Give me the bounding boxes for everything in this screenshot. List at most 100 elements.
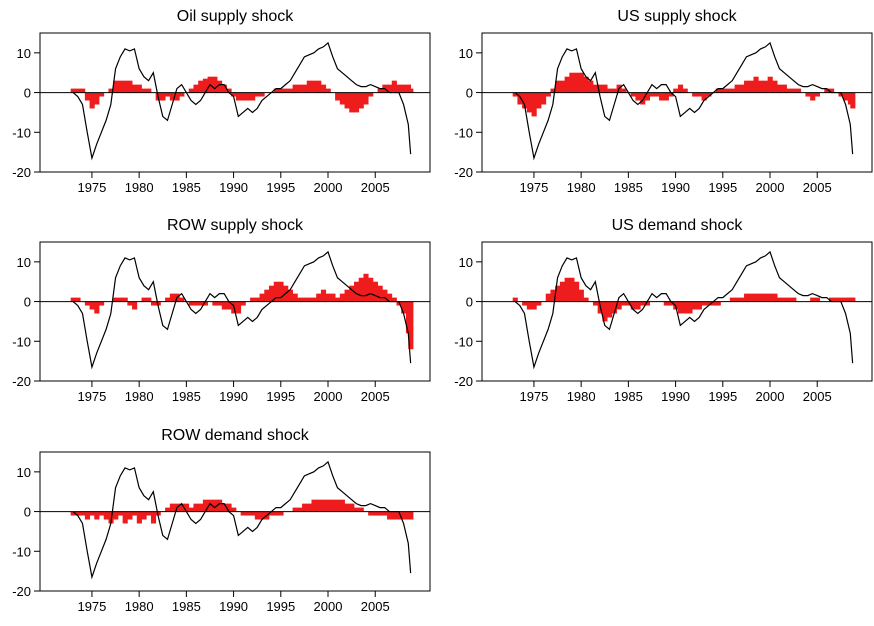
shock-bar xyxy=(193,503,199,512)
series-line xyxy=(72,460,412,580)
shock-bar xyxy=(368,511,374,516)
shock-bar xyxy=(829,88,835,93)
shock-bar xyxy=(99,301,105,306)
shock-bar xyxy=(517,92,523,105)
shock-bar xyxy=(382,511,388,516)
shock-bar xyxy=(805,92,811,97)
panel: US demand shock -20 -10 0 10 1975 1980 1985 1990… xyxy=(454,217,873,404)
shock-bar xyxy=(850,297,856,302)
shock-bar xyxy=(311,499,317,512)
shock-bar xyxy=(132,511,138,516)
shock-bar xyxy=(814,297,820,302)
shock-bar xyxy=(198,301,204,306)
series-line xyxy=(514,250,854,370)
shock-bar xyxy=(536,301,542,306)
x-tick-label: 1985 xyxy=(172,599,201,614)
shock-bar xyxy=(316,499,322,512)
shock-bar xyxy=(569,72,575,93)
shock-bar xyxy=(578,289,584,302)
shock-bar xyxy=(193,84,199,93)
shock-bar xyxy=(408,511,414,520)
panel-title: US supply shock xyxy=(617,8,737,25)
shock-bar xyxy=(696,92,702,97)
shock-bar xyxy=(169,293,175,302)
shock-bar xyxy=(150,301,157,306)
shock-bar xyxy=(169,92,175,101)
shock-bar xyxy=(611,88,617,93)
shock-bar xyxy=(810,92,816,101)
shock-bar xyxy=(706,301,712,306)
shock-bar xyxy=(368,277,374,302)
shock-bar xyxy=(198,80,204,93)
shock-bar xyxy=(602,301,608,322)
x-tick-label: 2005 xyxy=(803,389,832,404)
shock-bar xyxy=(306,503,312,512)
shock-bar xyxy=(583,76,589,93)
shock-bar xyxy=(287,88,294,93)
shock-bar xyxy=(221,503,227,512)
shock-bar xyxy=(772,80,778,93)
shock-bar xyxy=(179,503,185,512)
shock-bar xyxy=(221,301,227,310)
shock-bar xyxy=(607,301,613,318)
shock-bar xyxy=(654,92,660,97)
shock-bar xyxy=(245,92,251,101)
shock-bar xyxy=(677,84,684,93)
shock-bar xyxy=(344,503,350,512)
shock-bar xyxy=(240,92,246,101)
shock-bar xyxy=(387,84,393,93)
shock-bar xyxy=(786,88,792,93)
shock-bar xyxy=(363,273,369,302)
shock-bar xyxy=(245,511,251,516)
shock-bar xyxy=(578,72,584,93)
shock-bar xyxy=(80,511,86,516)
shock-bar xyxy=(677,301,684,314)
shock-bar xyxy=(75,88,81,93)
shock-bar xyxy=(320,84,327,93)
shock-bar xyxy=(621,88,627,93)
shock-bar xyxy=(202,78,209,93)
y-tick-label: -20 xyxy=(12,374,31,389)
shock-bar xyxy=(202,301,209,306)
x-tick-label: 1980 xyxy=(567,180,596,195)
shock-bar xyxy=(739,297,745,302)
shock-bar xyxy=(382,289,388,302)
shock-bar xyxy=(843,297,849,302)
shock-bar xyxy=(739,84,745,93)
x-tick-label: 1975 xyxy=(519,389,548,404)
x-tick-label: 2000 xyxy=(314,180,343,195)
shock-bar xyxy=(550,88,556,93)
shock-bar xyxy=(408,301,414,350)
x-tick-label: 1995 xyxy=(266,599,295,614)
shock-bar xyxy=(297,84,303,93)
shock-bar xyxy=(762,293,769,302)
shock-bar xyxy=(339,293,345,302)
shock-bar xyxy=(117,511,124,516)
shock-bar xyxy=(278,511,284,516)
shock-bar xyxy=(165,507,171,512)
shock-bar xyxy=(325,293,331,302)
shock-bar xyxy=(188,88,194,93)
shock-bar xyxy=(302,297,308,302)
shock-bar xyxy=(259,293,265,302)
shock-bar xyxy=(772,293,778,302)
x-tick-label: 2000 xyxy=(756,389,785,404)
shock-bar xyxy=(335,297,341,302)
x-tick-label: 1980 xyxy=(125,389,154,404)
shock-bar xyxy=(377,88,383,93)
shock-bar xyxy=(122,80,128,93)
shock-bar xyxy=(117,80,124,93)
shock-bar xyxy=(377,285,383,302)
shock-bar xyxy=(316,80,322,93)
shock-bar xyxy=(89,511,95,516)
shock-bar xyxy=(273,511,279,516)
shock-bar xyxy=(753,76,759,93)
shock-bar xyxy=(555,285,561,302)
shock-bar xyxy=(545,92,551,97)
shock-bar xyxy=(734,297,740,302)
shock-bar xyxy=(692,301,698,310)
shock-bar xyxy=(306,297,312,302)
shock-bar xyxy=(353,281,360,302)
shock-bar xyxy=(198,503,204,512)
shock-bar xyxy=(358,92,364,109)
